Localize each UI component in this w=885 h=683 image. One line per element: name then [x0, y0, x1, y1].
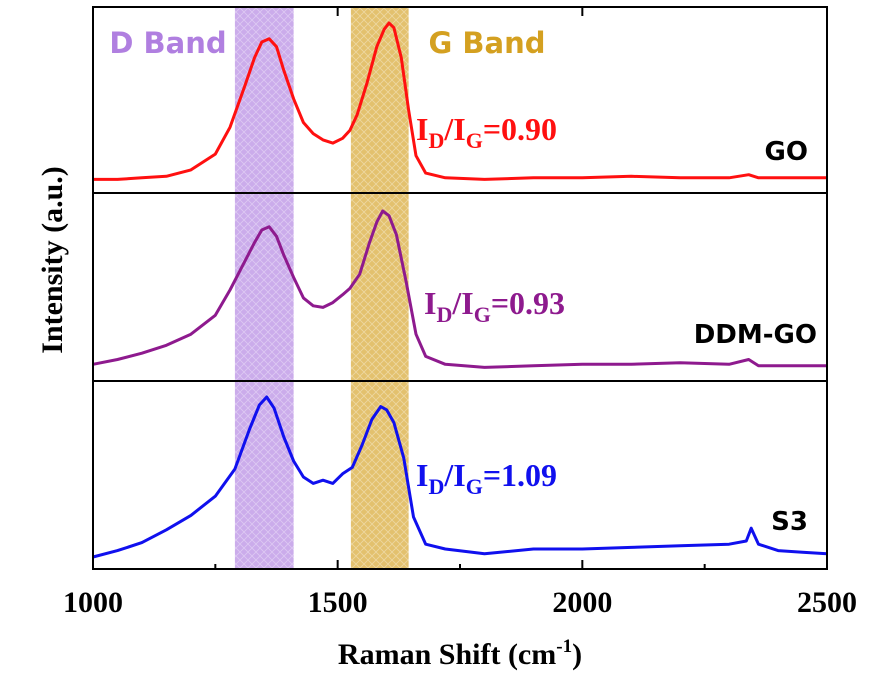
band-label-d-band: D Band	[109, 26, 226, 60]
sample-label-go: GO	[765, 137, 808, 167]
ratio-part: G	[466, 474, 483, 499]
ratio-part: =0.93	[491, 285, 565, 321]
x-axis-title: Raman Shift (cm-1)	[338, 636, 582, 671]
x-axis-title-close: )	[572, 638, 582, 671]
ratio-part: G	[474, 302, 491, 327]
sample-label-s3: S3	[771, 507, 808, 537]
ratio-part: /I	[443, 457, 465, 493]
series-line-ddm-go	[92, 209, 827, 369]
band-label-g-band: G Band	[429, 26, 546, 60]
ratio-part: D	[428, 474, 444, 499]
x-axis-title-sup: -1	[556, 636, 572, 657]
ratio-part: I	[416, 457, 428, 493]
series-line-go	[93, 21, 827, 181]
ratio-part: G	[466, 128, 483, 153]
annotations: D Band G BandGOID/IG=0.90DDM-GOID/IG=0.93…	[109, 26, 817, 537]
x-axis-title-main: Raman Shift (cm	[338, 638, 556, 671]
bands-layer	[234, 7, 409, 569]
ratio-label-s3: ID/IG=1.09	[416, 457, 557, 499]
x-axis: 1000 1500 2000 2500	[63, 7, 857, 619]
ratio-part: D	[428, 128, 444, 153]
series-line-s3	[92, 395, 828, 559]
series-layer	[92, 21, 828, 559]
sample-label-ddm-go: DDM-GO	[694, 320, 817, 350]
ratio-part: D	[436, 302, 452, 327]
band-d-band	[234, 7, 294, 569]
ratio-part: =1.09	[483, 457, 557, 493]
x-tick-label: 2000	[552, 586, 612, 619]
x-tick-label: 1500	[308, 586, 368, 619]
x-tick-label: 2500	[797, 586, 857, 619]
ratio-part: I	[424, 285, 436, 321]
ratio-part: =0.90	[483, 111, 557, 147]
ratio-part: /I	[443, 111, 465, 147]
band-g-band	[350, 7, 409, 569]
ratio-part: /I	[451, 285, 473, 321]
ratio-label-go: ID/IG=0.90	[416, 111, 557, 153]
ratio-label-ddm-go: ID/IG=0.93	[424, 285, 565, 327]
ratio-part: I	[416, 111, 428, 147]
x-tick-label: 1000	[63, 586, 123, 619]
y-axis-title: Intensity (a.u.)	[36, 166, 69, 354]
